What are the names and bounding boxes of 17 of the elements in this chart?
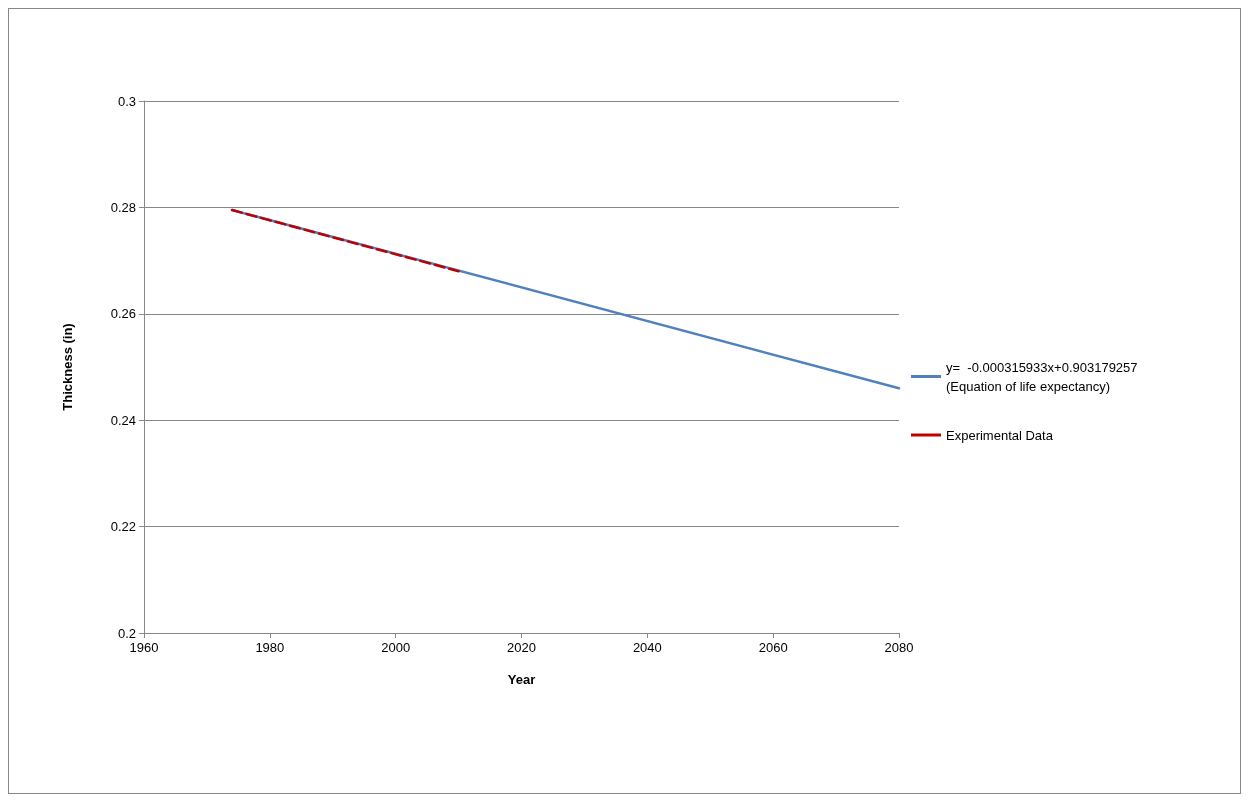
legend-label: Experimental Data: [946, 427, 1054, 443]
y-tick-label: 0.24: [110, 412, 136, 428]
x-tick-label: 1980: [255, 640, 285, 655]
y-tick-label: 0.22: [110, 519, 136, 535]
legend-label: y= -0.000315933x+0.903179257 (Equation of life expectancy): [946, 359, 1138, 394]
x-axis-title: Year: [507, 672, 536, 687]
x-tick-label: 2000: [381, 640, 411, 655]
x-tick-label: 1960: [129, 640, 159, 655]
x-tick-label: 2040: [632, 640, 662, 655]
y-tick-label: 0.3: [117, 93, 136, 109]
x-tick-label: 2020: [507, 640, 536, 655]
y-axis-title: Thickness (in): [60, 323, 75, 411]
x-tick-label: 2080: [884, 640, 914, 655]
y-tick-label: 0.26: [110, 306, 136, 322]
y-tick-label: 0.28: [110, 199, 136, 215]
x-tick-label: 2060: [758, 640, 788, 655]
y-tick-label: 0.2: [117, 625, 136, 641]
